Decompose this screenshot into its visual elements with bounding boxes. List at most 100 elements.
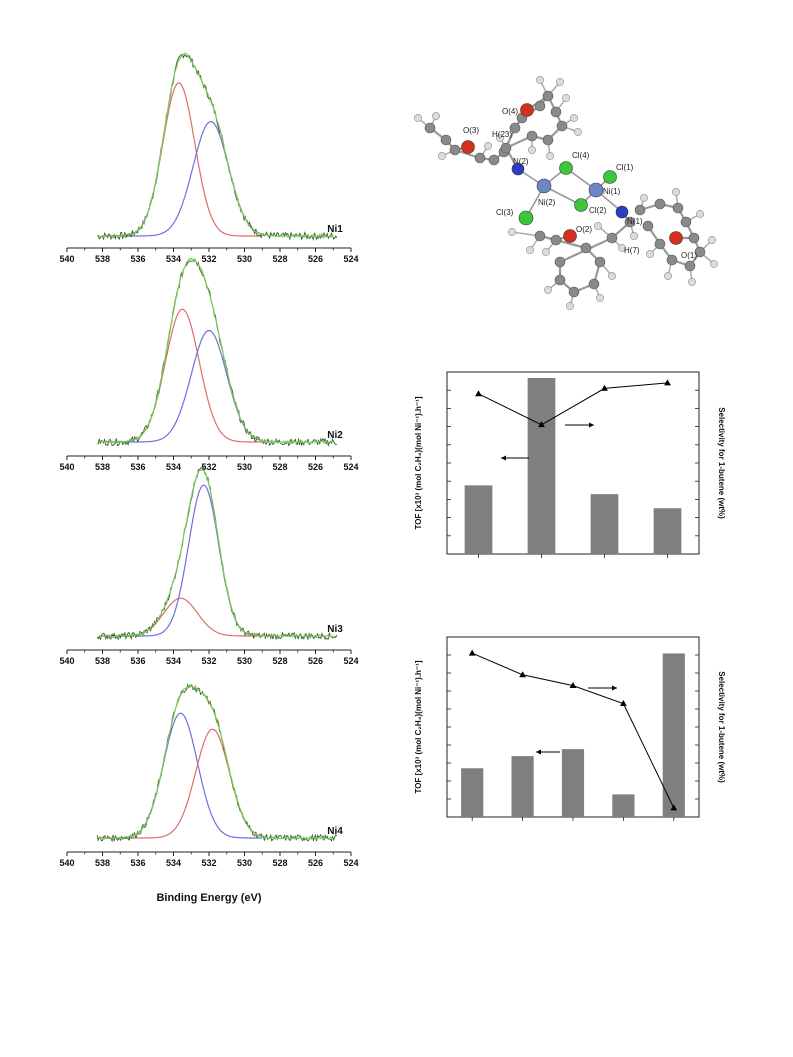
hydrogen-atom (566, 302, 574, 310)
atom-label: O(4) (502, 107, 518, 116)
xps-data-curve-1 (96, 53, 338, 241)
xps-tick-label: 530 (237, 462, 252, 472)
carbon-atom (534, 230, 546, 242)
hydrogen-atom (672, 188, 680, 196)
heteroatom (669, 231, 683, 245)
atom-label: Cl(4) (572, 151, 590, 160)
carbon-atom (440, 134, 452, 146)
xps-tick-label: 540 (59, 858, 74, 868)
selectivity-marker (519, 671, 526, 678)
selectivity-line (478, 382, 668, 426)
arrow-to-tof-head (501, 455, 506, 461)
xps-tick-label: 532 (201, 462, 216, 472)
heteroatom (559, 161, 573, 175)
hydrogen-atom (528, 146, 536, 154)
xps-tick-label: 530 (237, 656, 252, 666)
carbon-atom (568, 286, 580, 298)
hydrogen-atom (544, 286, 552, 294)
xps-tick-label: 540 (59, 656, 74, 666)
carbon-atom (509, 122, 521, 134)
carbon-atom (534, 100, 546, 112)
carbon-atom (500, 142, 512, 154)
arrow-to-tof-head (536, 749, 541, 755)
xps-tick-label: 528 (272, 858, 287, 868)
selectivity-marker (475, 390, 482, 397)
carbon-atom (694, 246, 706, 258)
atom-label: H(23) (492, 130, 512, 139)
combo-y-axis-title: TOF [x10³ (mol C₂H₄)(mol Ni⁻¹).h⁻¹] (414, 396, 423, 529)
hydrogen-atom (496, 134, 504, 142)
tof-bar (527, 378, 556, 554)
hydrogen-atom (508, 228, 516, 236)
tof-bar (561, 749, 585, 817)
hydrogen-atom (556, 78, 564, 86)
carbon-atom (624, 216, 636, 228)
xps-tick-label: 536 (130, 858, 145, 868)
hydrogen-atom (536, 76, 544, 84)
hydrogen-atom (688, 278, 696, 286)
carbon-atom (424, 122, 436, 134)
xps-tick-label: 530 (237, 858, 252, 868)
atom-label: Cl(1) (616, 163, 634, 172)
atom-label: Ni(1) (603, 187, 621, 196)
carbon-atom (634, 204, 646, 216)
heteroatom (563, 229, 577, 243)
xps-tick-label: 536 (130, 254, 145, 264)
atom-label: Cl(2) (589, 206, 607, 215)
selectivity-marker (601, 384, 608, 391)
hydrogen-atom (526, 246, 534, 254)
xps-component-curve-4-1 (102, 712, 263, 839)
carbon-atom (556, 120, 568, 132)
hydrogen-atom (596, 294, 604, 302)
hydrogen-atom (414, 114, 422, 122)
hydrogen-atom (484, 142, 492, 150)
atom-label: O(2) (576, 225, 592, 234)
tof-bar (612, 794, 635, 817)
xps-fit-curve-4 (98, 685, 334, 840)
xps-tick-label: 540 (59, 254, 74, 264)
xps-component-curve-1-1 (102, 82, 263, 237)
atom-label: Ni(2) (538, 198, 556, 207)
atom-label: Cl(3) (496, 208, 514, 217)
hydrogen-atom (546, 152, 554, 160)
hydrogen-atom (574, 128, 582, 136)
carbon-atom (474, 152, 486, 164)
hydrogen-atom (608, 272, 616, 280)
carbon-atom (688, 232, 700, 244)
xps-component-curve-2-1 (102, 308, 263, 443)
heteroatom (574, 198, 588, 212)
combo-y-axis-title: TOF [x10³ (mol C₂H₄)(mol Ni⁻¹).h⁻¹] (414, 660, 423, 793)
tof-bar (662, 653, 685, 817)
xps-tick-label: 534 (166, 254, 181, 264)
carbon-atom (550, 106, 562, 118)
selectivity-marker (468, 649, 476, 656)
carbon-atom (580, 242, 592, 254)
xps-tick-label: 534 (166, 462, 181, 472)
tof-bar (653, 508, 682, 554)
arrow-to-selectivity-head (612, 685, 617, 691)
carbon-atom (654, 238, 666, 250)
combo-y2-axis-title: Selectivity for 1-butene (wt%) (717, 407, 726, 519)
atom-label: O(3) (463, 126, 479, 135)
selectivity-marker (620, 700, 627, 706)
carbon-atom (684, 260, 696, 272)
xps-data-curve-3 (96, 466, 338, 641)
carbon-atom (588, 278, 600, 290)
combo-y2-axis-title: Selectivity for 1-butene (wt%) (717, 671, 726, 783)
xps-tick-label: 530 (237, 254, 252, 264)
heteroatom (461, 140, 475, 154)
xps-tick-label: 538 (95, 858, 110, 868)
xps-data-curve-4 (96, 683, 338, 843)
xps-tick-label: 534 (166, 858, 181, 868)
selectivity-marker (569, 682, 577, 688)
tof-bar (590, 494, 619, 554)
hydrogen-atom (630, 232, 638, 240)
xps-tick-label: 526 (308, 656, 323, 666)
carbon-atom (554, 256, 566, 268)
heteroatom (615, 205, 629, 219)
xps-tick-label: 524 (343, 254, 358, 264)
hydrogen-atom (570, 114, 578, 122)
carbon-atom (642, 220, 654, 232)
hydrogen-atom (708, 236, 716, 244)
